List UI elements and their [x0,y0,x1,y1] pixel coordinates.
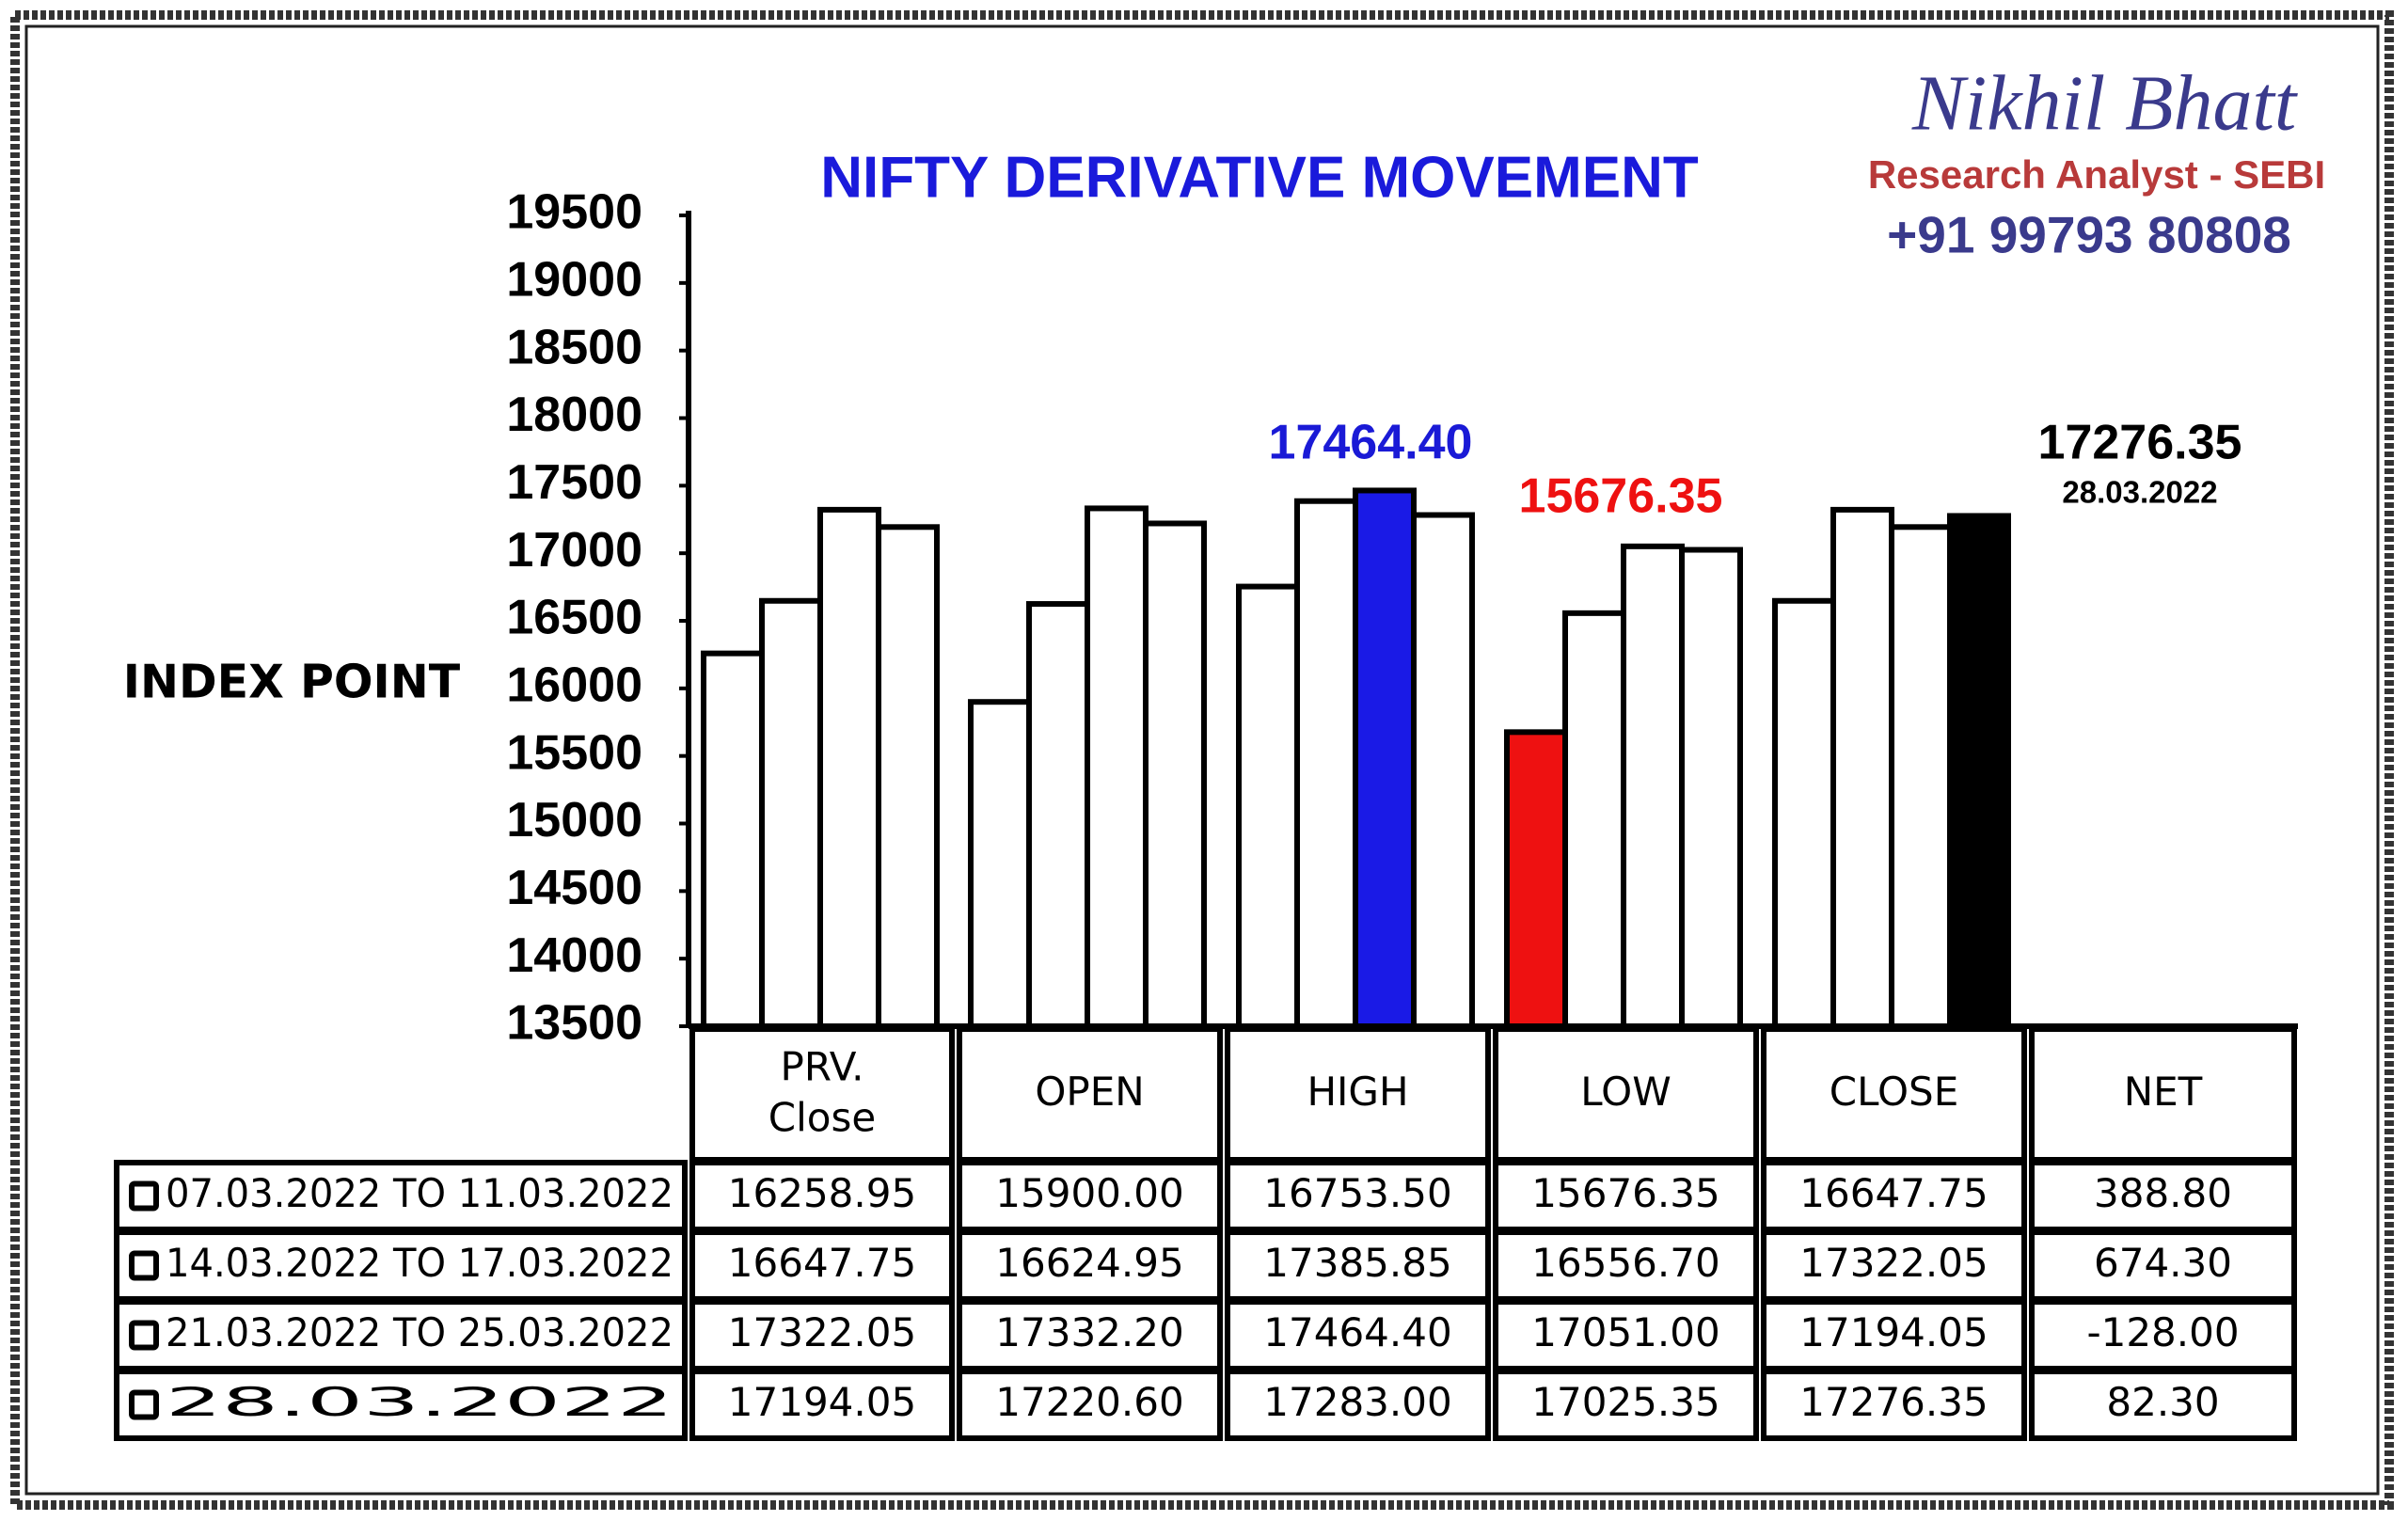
table-value: 16647.75 [728,1240,916,1286]
table-value: 17276.35 [1799,1379,1988,1425]
table-value: 16556.70 [1531,1240,1719,1286]
annotation: 17464.40 [1269,416,1473,470]
bar [1085,505,1149,1029]
bar [1679,547,1743,1029]
y-tick-label: 17500 [506,455,642,510]
table-value: 17220.60 [995,1379,1183,1425]
bar [1026,601,1090,1029]
table-value: 17385.85 [1263,1240,1451,1286]
table-cell [689,1369,955,1441]
y-tick-label: 18500 [506,320,642,374]
y-axis-label: INDEX POINT [123,656,461,709]
table-value: 16258.95 [728,1170,916,1216]
table-value: 15900.00 [995,1170,1183,1216]
table-value: 16624.95 [995,1240,1183,1286]
y-tick-label: 16000 [506,658,642,713]
author-role: Research Analyst - SEBI [1868,152,2325,197]
table-value: 17332.20 [995,1309,1183,1355]
table-value: 16647.75 [1799,1170,1988,1216]
table-value: 17322.05 [1799,1240,1988,1286]
bar [1772,597,1836,1029]
y-tick-label: 17000 [506,523,642,578]
column-header: PRV. Close [768,1043,876,1140]
bar [1353,487,1417,1029]
bar [1143,520,1207,1029]
bar [1504,729,1568,1029]
y-tick-label: 14000 [506,928,642,983]
bar [1236,583,1300,1029]
table-value: 17283.00 [1263,1379,1451,1425]
column-header: HIGH [1307,1069,1408,1115]
bar [876,524,940,1029]
inner-border [24,24,2380,1496]
bar [1889,524,1953,1029]
legend-swatch [129,1320,159,1351]
table-value: 17322.05 [728,1309,916,1355]
bar [701,650,765,1029]
table-value: 17464.40 [1263,1309,1451,1355]
bar [1411,512,1475,1029]
y-tick-label: 19000 [506,253,642,308]
table-net: -128.00 [2086,1309,2239,1355]
table-value: 17025.35 [1531,1379,1719,1425]
table-cell [2029,1369,2297,1441]
y-tick-label: 15500 [506,725,642,780]
legend-label: 07.03.2022 TO 11.03.2022 [166,1170,673,1216]
table-net: 82.30 [2106,1379,2219,1425]
bar [1947,513,2011,1029]
table-cell [114,1369,688,1441]
bar [1621,543,1685,1029]
annotation: 15676.35 [1519,469,1723,524]
legend-label: 21.03.2022 TO 25.03.2022 [166,1309,673,1355]
table-value: 16753.50 [1263,1170,1451,1216]
legend-swatch [129,1389,159,1420]
column-header: NET [2124,1069,2203,1115]
table-net: 388.80 [2094,1170,2232,1216]
table-value: 17194.05 [1799,1309,1988,1355]
table-value: 15676.35 [1531,1170,1719,1216]
column-header: OPEN [1035,1069,1144,1115]
annotation: 17276.35 [2038,416,2242,470]
bar [817,506,881,1029]
legend-label: 28.03.2022 [166,1379,673,1425]
table-cell [957,1369,1223,1441]
table-value: 17194.05 [728,1379,916,1425]
bar [968,699,1032,1029]
bar [1294,498,1358,1029]
bar [759,597,823,1029]
outer-border [10,10,2394,1510]
legend-swatch [129,1180,159,1212]
table-value: 17051.00 [1531,1309,1719,1355]
bar [1562,610,1626,1030]
legend-label: 14.03.2022 TO 17.03.2022 [166,1240,673,1286]
y-tick-label: 14500 [506,861,642,915]
y-tick-label: 13500 [506,996,642,1051]
y-tick-label: 15000 [506,793,642,848]
y-tick-label: 16500 [506,591,642,645]
table-cell [1225,1369,1491,1441]
table-cell [1493,1369,1759,1441]
author-phone: +91 99793 80808 [1887,206,2291,264]
table-net: 674.30 [2094,1240,2232,1286]
y-tick-label: 18000 [506,388,642,442]
column-header: LOW [1580,1069,1671,1115]
author-name: Nikhil Bhatt [1911,59,2299,147]
legend-swatch [129,1250,159,1281]
column-header: CLOSE [1830,1069,1958,1115]
annotation: 28.03.2022 [2062,475,2217,510]
table-cell [1761,1369,2027,1441]
chart-title: NIFTY DERIVATIVE MOVEMENT [820,145,1699,210]
y-tick-label: 19500 [506,185,642,240]
bar [1830,506,1894,1029]
